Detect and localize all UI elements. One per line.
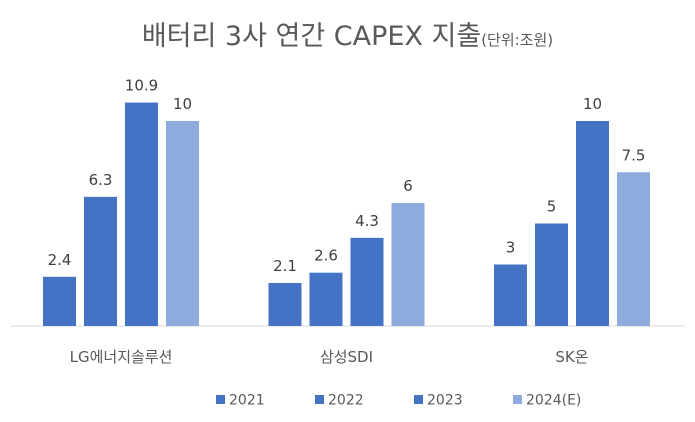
bar-2021-2 [494, 264, 527, 326]
legend-swatch [513, 395, 522, 404]
bar-2022-1 [309, 272, 343, 326]
category-label: SK온 [555, 348, 588, 366]
category-label: 삼성SDI [320, 348, 373, 366]
data-label: 5 [547, 198, 557, 216]
bar-2022-0 [84, 196, 117, 326]
data-label: 6 [403, 177, 413, 195]
bar-2023-1 [350, 237, 384, 326]
data-label: 2.6 [314, 247, 338, 265]
data-label: 10.9 [125, 77, 158, 95]
bar-2023-0 [125, 102, 158, 326]
legend-swatch [315, 395, 324, 404]
bar-2021-1 [268, 282, 302, 326]
category-label: LG에너지솔루션 [70, 348, 173, 366]
legend-swatch [216, 395, 225, 404]
data-label: 4.3 [355, 212, 379, 230]
bar-2024(E)-1 [391, 203, 425, 326]
title-text: 배터리 3사 연간 CAPEX 지출 [141, 21, 482, 52]
legend-label: 2022 [328, 393, 364, 409]
legend-swatch [414, 395, 423, 404]
data-label: 7.5 [622, 146, 646, 164]
data-label: 10 [173, 95, 192, 113]
legend-label: 2024(E) [526, 393, 581, 409]
bar-2022-2 [535, 223, 568, 326]
bar-2024(E)-0 [166, 121, 199, 326]
bar-2024(E)-2 [617, 172, 650, 326]
data-label: 10 [583, 95, 602, 113]
title-unit: (단위:조원) [481, 31, 554, 49]
legend-label: 2023 [427, 393, 463, 409]
data-label: 3 [506, 239, 516, 257]
bar-2021-0 [43, 276, 76, 326]
data-label: 2.4 [48, 251, 72, 269]
bar-2023-2 [576, 121, 609, 326]
legend-label: 2021 [229, 393, 265, 409]
data-label: 6.3 [89, 171, 113, 189]
chart-title: 배터리 3사 연간 CAPEX 지출(단위:조원) [0, 14, 695, 53]
data-label: 2.1 [273, 257, 297, 275]
